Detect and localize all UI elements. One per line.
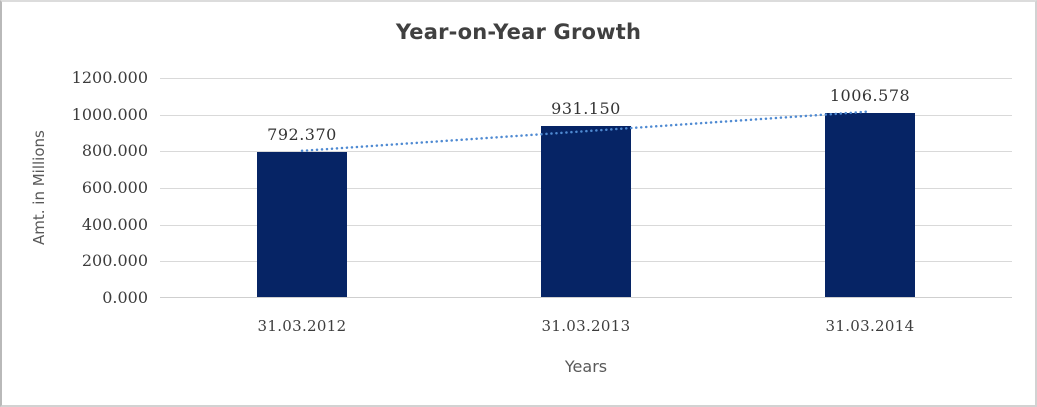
bar-col-2014 <box>825 112 915 297</box>
x-tick-label-2014: 31.03.2014 <box>825 317 915 335</box>
x-axis-title: Years <box>564 357 608 376</box>
x-axis-line <box>160 297 1012 298</box>
bar-value-label: 792.370 <box>267 124 337 144</box>
y-tick-label-1000: 1000.000 <box>71 105 148 124</box>
gridline-1200 <box>160 78 1012 79</box>
x-tick-label-2012: 31.03.2012 <box>257 317 347 335</box>
y-tick-label-0: 0.000 <box>102 288 148 307</box>
plot-area: 792.370 931.150 1006.578 <box>160 78 1012 298</box>
x-tick-label-2013: 31.03.2013 <box>541 317 631 335</box>
y-tick-label-800: 800.000 <box>81 141 148 160</box>
bar-col-2012 <box>257 151 347 297</box>
gridline-1000 <box>160 114 1012 116</box>
bar-col-2013 <box>541 126 631 297</box>
chart-title: Year-on-Year Growth <box>395 20 642 44</box>
bar-value-label: 931.150 <box>551 99 621 119</box>
y-tick-label-200: 200.000 <box>81 251 148 270</box>
y-tick-label-1200: 1200.000 <box>71 68 148 87</box>
y-tick-label-600: 600.000 <box>81 178 148 197</box>
y-tick-label-400: 400.000 <box>81 215 148 234</box>
bar-value-label: 1006.578 <box>829 85 911 105</box>
trendline <box>300 110 872 153</box>
